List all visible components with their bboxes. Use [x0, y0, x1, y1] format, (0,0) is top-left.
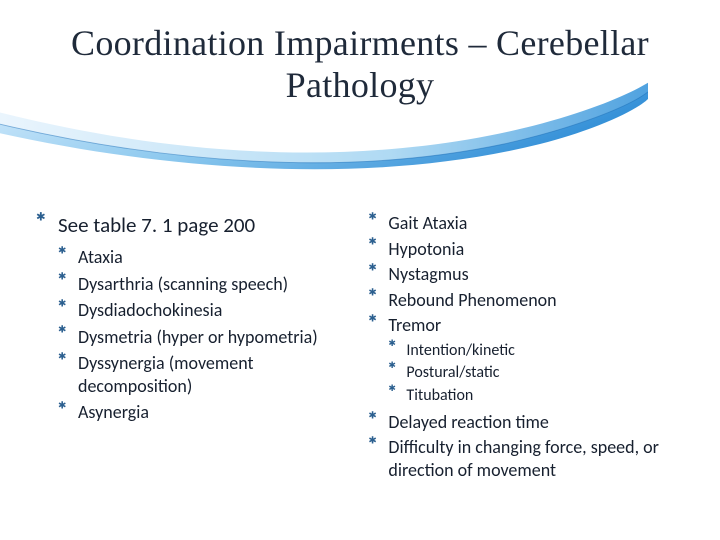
list-item: Nystagmus	[368, 263, 684, 286]
list-item: Postural/static	[388, 363, 684, 384]
list-item: Hypotonia	[368, 238, 684, 261]
content-area: See table 7. 1 page 200 Ataxia Dysarthri…	[0, 200, 720, 540]
list-item: Difficulty in changing force, speed, or …	[368, 436, 684, 481]
left-heading: See table 7. 1 page 200 Ataxia Dysarthri…	[36, 212, 340, 424]
list-item: Tremor Intention/kinetic Postural/static…	[368, 314, 684, 407]
list-item: Ataxia	[58, 246, 340, 269]
list-item: Gait Ataxia	[368, 212, 684, 235]
list-item: Dyssynergia (movement decomposition)	[58, 352, 340, 397]
left-sublist: Ataxia Dysarthria (scanning speech) Dysd…	[58, 246, 340, 424]
list-item: Dysarthria (scanning speech)	[58, 273, 340, 296]
right-list: Gait Ataxia Hypotonia Nystagmus Rebound …	[364, 212, 684, 481]
slide-title: Coordination Impairments – Cerebellar Pa…	[0, 0, 720, 107]
tremor-sublist: Intention/kinetic Postural/static Tituba…	[388, 341, 684, 407]
list-item: Dysmetria (hyper or hypometria)	[58, 326, 340, 349]
list-item: Rebound Phenomenon	[368, 289, 684, 312]
list-item: Dysdiadochokinesia	[58, 299, 340, 322]
right-column: Gait Ataxia Hypotonia Nystagmus Rebound …	[364, 212, 684, 540]
left-column: See table 7. 1 page 200 Ataxia Dysarthri…	[36, 212, 340, 540]
list-item: Asynergia	[58, 401, 340, 424]
left-heading-text: See table 7. 1 page 200	[58, 212, 255, 238]
list-item: Titubation	[388, 386, 684, 407]
list-item-label: Tremor	[388, 314, 441, 336]
list-item: Intention/kinetic	[388, 341, 684, 362]
list-item: Delayed reaction time	[368, 411, 684, 434]
